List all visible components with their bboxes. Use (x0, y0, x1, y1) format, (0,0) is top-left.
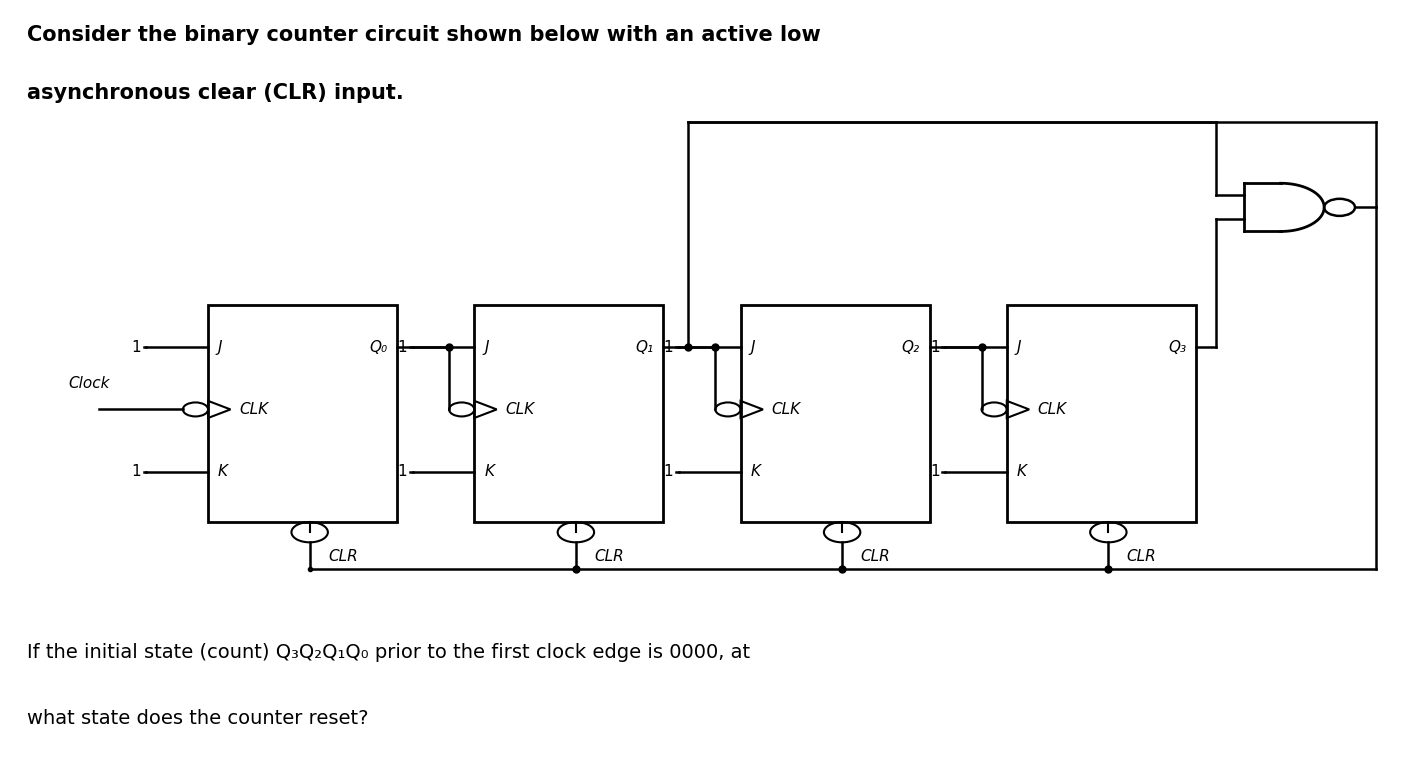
Text: CLR: CLR (329, 549, 358, 565)
Text: J: J (484, 340, 489, 355)
Text: Consider the binary counter circuit shown below with an active low: Consider the binary counter circuit show… (27, 25, 820, 44)
Text: CLR: CLR (594, 549, 623, 565)
Text: CLK: CLK (505, 402, 535, 417)
Bar (740, 304, 929, 522)
Text: 1: 1 (664, 340, 674, 355)
Bar (208, 304, 397, 522)
Text: J: J (1016, 340, 1021, 355)
Text: 1: 1 (131, 464, 140, 479)
Text: K: K (218, 464, 227, 479)
Text: 1: 1 (929, 340, 939, 355)
Text: CLR: CLR (1126, 549, 1157, 565)
Text: K: K (750, 464, 761, 479)
Text: asynchronous clear (CLR) input.: asynchronous clear (CLR) input. (27, 83, 403, 103)
Text: 1: 1 (929, 464, 939, 479)
Text: CLK: CLK (1038, 402, 1067, 417)
Text: J: J (218, 340, 222, 355)
Bar (1007, 304, 1196, 522)
Text: what state does the counter reset?: what state does the counter reset? (27, 709, 368, 728)
Text: J: J (750, 340, 755, 355)
Text: Q₀: Q₀ (369, 340, 388, 355)
Text: K: K (484, 464, 494, 479)
Text: 1: 1 (664, 464, 674, 479)
Text: CLR: CLR (861, 549, 890, 565)
Text: CLK: CLK (239, 402, 268, 417)
Text: CLK: CLK (771, 402, 800, 417)
Bar (475, 304, 664, 522)
Text: 1: 1 (397, 340, 407, 355)
Text: Q₃: Q₃ (1168, 340, 1186, 355)
Text: Clock: Clock (69, 376, 110, 392)
Text: Q₂: Q₂ (901, 340, 920, 355)
Text: K: K (1016, 464, 1026, 479)
Text: Q₁: Q₁ (636, 340, 654, 355)
Text: 1: 1 (131, 340, 140, 355)
Text: If the initial state (count) Q₃Q₂Q₁Q₀ prior to the first clock edge is 0000, at: If the initial state (count) Q₃Q₂Q₁Q₀ pr… (27, 643, 750, 661)
Text: 1: 1 (397, 464, 407, 479)
